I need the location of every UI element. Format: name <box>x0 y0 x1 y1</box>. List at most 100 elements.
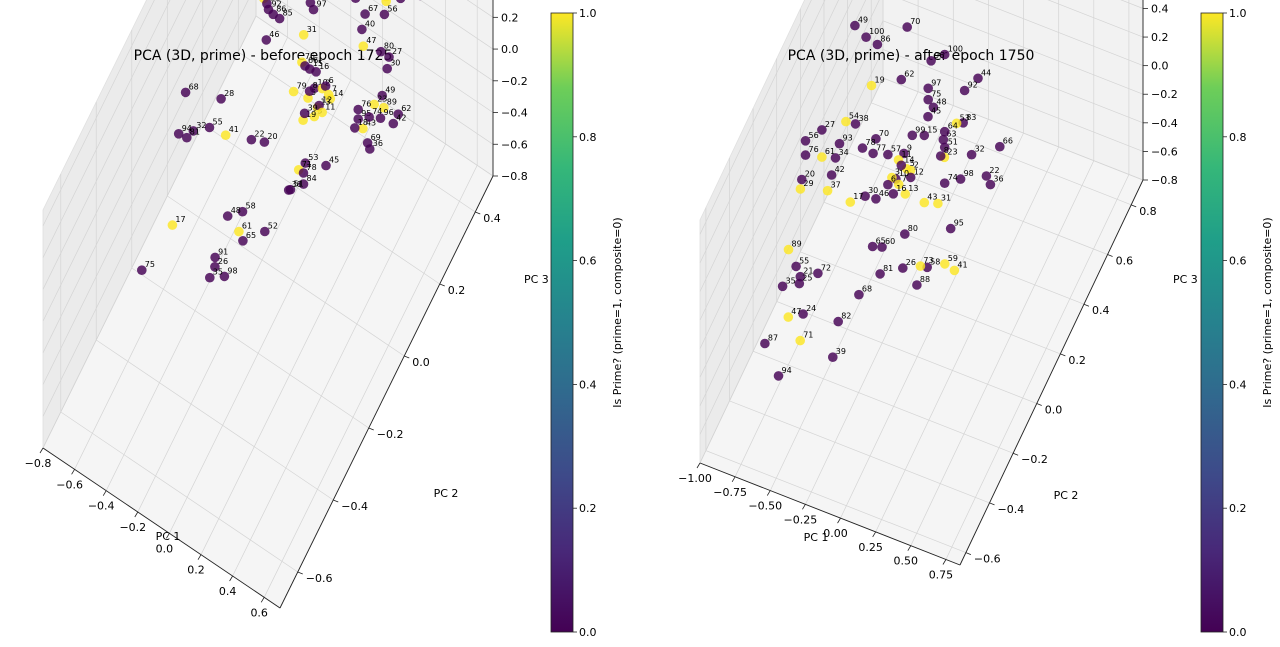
data-point <box>358 123 368 134</box>
data-point-label: 100 <box>948 45 963 54</box>
data-point <box>364 112 375 122</box>
x-tick-mark <box>802 504 806 510</box>
data-point <box>320 81 331 91</box>
data-point-label: 36 <box>373 139 383 148</box>
data-point <box>325 94 336 104</box>
data-point <box>222 211 233 221</box>
data-point-label: 11 <box>902 150 912 159</box>
y-tick-label: 0.0 <box>412 356 430 369</box>
y-tick-label: 0.4 <box>1092 304 1110 317</box>
data-point-label: 95 <box>954 219 964 228</box>
data-point-label: 48 <box>936 97 946 106</box>
colorbar <box>1200 12 1224 633</box>
data-point-label: 58 <box>930 257 940 266</box>
data-point-label: 46 <box>269 30 279 39</box>
data-point-label: 26 <box>218 257 228 266</box>
data-point-label: 84 <box>307 174 317 183</box>
data-point <box>928 102 939 113</box>
data-point-label: 64 <box>948 122 958 131</box>
grid-line-z <box>699 0 1144 292</box>
data-point-label: 86 <box>880 35 890 44</box>
y-tick-label: 0.6 <box>1116 255 1134 268</box>
y-tick-label: −0.6 <box>306 572 333 585</box>
x-tick-mark <box>872 531 877 538</box>
y-tick-mark <box>1131 204 1137 208</box>
data-point <box>940 259 950 269</box>
data-point-label: 56 <box>809 131 819 140</box>
data-point-label: 52 <box>268 222 278 231</box>
data-point-label: 2 <box>914 160 919 169</box>
data-point <box>900 189 911 199</box>
data-point <box>210 252 220 263</box>
data-point-label: 66 <box>1003 137 1013 146</box>
data-point-label: 12 <box>322 96 332 105</box>
data-point-label: 35 <box>213 268 223 277</box>
data-point <box>871 194 881 204</box>
y-tick-label: 0.4 <box>483 212 501 225</box>
x-tick-label: 0.00 <box>823 527 848 540</box>
data-point <box>311 67 321 77</box>
x-tick-label: −1.00 <box>678 472 712 485</box>
data-point <box>382 63 393 74</box>
x-tick-label: 0.75 <box>929 568 954 581</box>
data-point <box>798 309 808 319</box>
data-point-label: 39 <box>836 347 846 356</box>
data-point-label: 68 <box>862 285 872 294</box>
data-point-label: 32 <box>196 121 206 130</box>
y-tick-label: −0.6 <box>974 553 1001 566</box>
data-point-label: 75 <box>931 90 941 99</box>
data-point-label: 53 <box>960 113 970 122</box>
data-point-label: 33 <box>270 0 280 3</box>
data-point <box>299 108 310 119</box>
x-tick-mark <box>837 517 841 524</box>
data-point-label: 63 <box>313 0 323 2</box>
x-axis-line <box>42 447 281 609</box>
data-point <box>939 126 950 137</box>
data-point-label: 87 <box>768 334 778 343</box>
data-point <box>939 49 950 60</box>
data-point-label: 25 <box>802 274 812 283</box>
data-point <box>173 129 184 139</box>
z-tick-label: −0.4 <box>1151 117 1178 130</box>
colorbar-label: Is Prime? (prime=1, composite=0) <box>1261 217 1274 407</box>
data-point-label: 57 <box>891 145 901 154</box>
data-point-label: 82 <box>841 312 851 321</box>
y-tick-mark <box>1036 403 1042 406</box>
data-point <box>896 160 907 171</box>
data-point-label: 15 <box>313 59 323 68</box>
x-tick-mark <box>134 511 139 518</box>
data-point <box>773 371 784 381</box>
x-tick-mark <box>766 490 771 496</box>
colorbar-tick-label: 0.0 <box>1229 626 1247 639</box>
data-point-label: 43 <box>366 119 376 128</box>
data-point <box>905 172 916 183</box>
data-point <box>180 87 191 98</box>
data-point <box>833 316 843 327</box>
colorbar-tick-label: 1.0 <box>1229 7 1247 20</box>
x-tick-mark <box>197 554 202 560</box>
x-tick-mark <box>942 559 947 565</box>
data-point-label: 55 <box>213 118 223 127</box>
data-point <box>376 46 386 57</box>
data-point <box>857 143 868 153</box>
data-point <box>973 73 983 84</box>
data-point-label: 96 <box>384 108 394 117</box>
data-point <box>388 118 399 129</box>
colorbar-tick-label: 0.4 <box>1229 378 1247 391</box>
grid-line-z <box>699 0 826 264</box>
data-point-label: 38 <box>292 180 302 189</box>
data-point-label: 75 <box>305 52 315 61</box>
data-point <box>896 74 907 85</box>
data-point <box>219 271 230 282</box>
data-point <box>828 352 838 363</box>
data-point-label: 41 <box>229 125 239 134</box>
data-point-label: 20 <box>805 170 815 179</box>
data-point-label: 92 <box>968 81 978 90</box>
data-point-label: 35 <box>786 276 796 285</box>
data-point-label: 75 <box>145 260 155 269</box>
data-point <box>966 149 977 160</box>
data-point <box>898 263 908 273</box>
data-point-label: 51 <box>948 137 958 146</box>
data-point-label: 44 <box>981 68 991 77</box>
